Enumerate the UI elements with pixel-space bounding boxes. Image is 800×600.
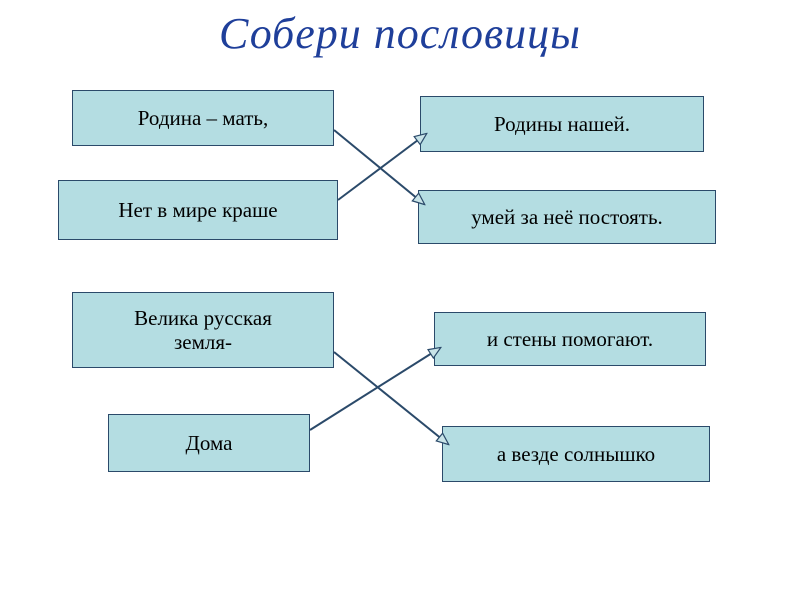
left-box-L2[interactable]: Нет в мире краше	[58, 180, 338, 240]
right-box-R2[interactable]: умей за неё постоять.	[418, 190, 716, 244]
left-box-L1[interactable]: Родина – мать,	[72, 90, 334, 146]
page-title: Собери пословицы	[0, 8, 800, 59]
right-box-R3[interactable]: и стены помогают.	[434, 312, 706, 366]
right-box-R4[interactable]: а везде солнышко	[442, 426, 710, 482]
right-box-R1[interactable]: Родины нашей.	[420, 96, 704, 152]
arrow-L1-R2	[334, 130, 424, 204]
arrow-L2-R1	[338, 134, 426, 200]
left-box-L4[interactable]: Дома	[108, 414, 310, 472]
left-box-L3[interactable]: Велика русскаяземля-	[72, 292, 334, 368]
arrow-L3-R4	[334, 352, 448, 444]
